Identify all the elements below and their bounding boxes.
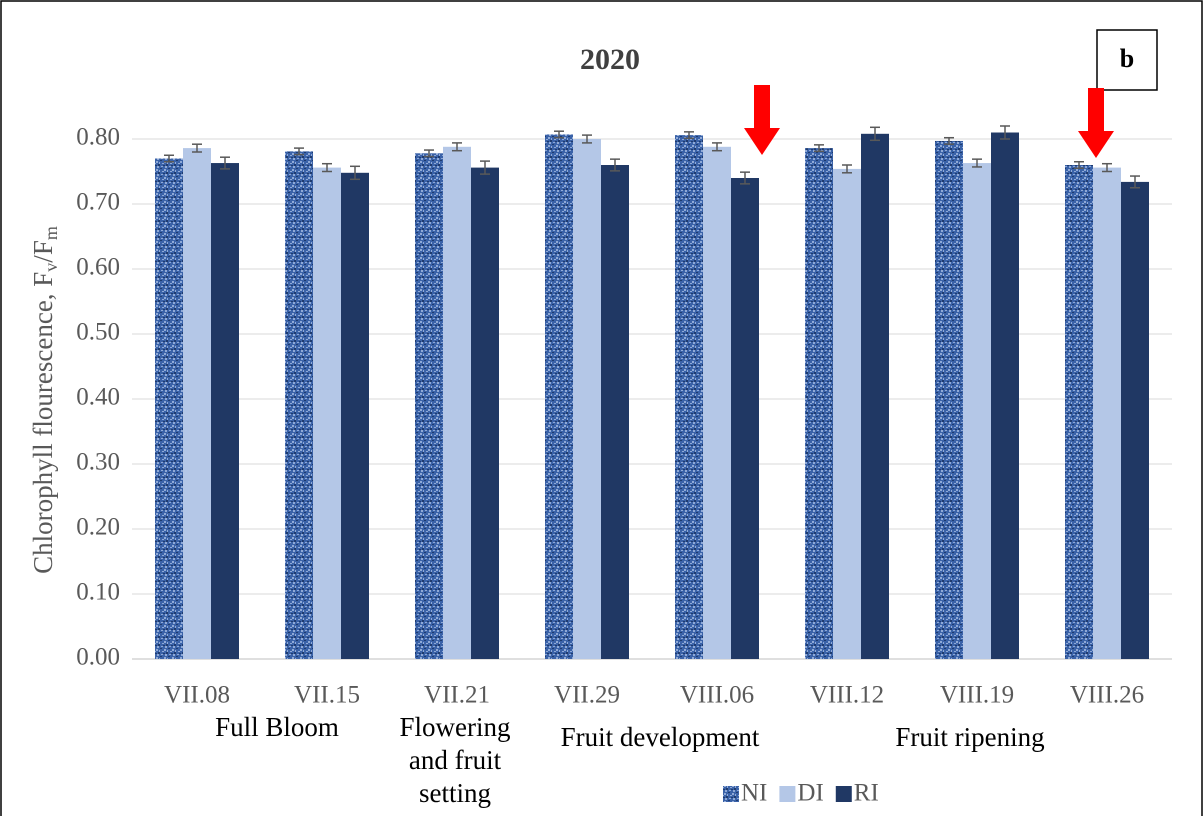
stage-annotation: Fruit ripening (895, 722, 1044, 752)
y-label-sub: v (41, 263, 61, 272)
bar (703, 146, 731, 660)
bar (313, 167, 341, 659)
bar (1093, 167, 1121, 659)
legend-label: DI (797, 780, 823, 807)
bar (573, 139, 601, 659)
stage-annotation: setting (419, 778, 491, 808)
legend-swatch (723, 786, 739, 802)
bar (601, 165, 629, 659)
error-bar (220, 156, 230, 170)
panel-label: b (1120, 44, 1134, 73)
error-bar (740, 171, 750, 185)
error-bar (712, 142, 722, 152)
x-tick-label: VII.29 (554, 682, 620, 709)
error-bar (972, 158, 982, 168)
y-tick-label: 0.20 (76, 514, 120, 541)
y-tick-label: 0.80 (76, 124, 120, 151)
stage-annotation: Flowering (400, 712, 511, 742)
bar (443, 146, 471, 660)
bar (211, 163, 239, 660)
error-bar (1074, 161, 1084, 169)
arrows (744, 85, 1114, 158)
bar (1065, 165, 1093, 659)
error-bar (164, 154, 174, 163)
x-tick-label: VIII.26 (1070, 682, 1144, 709)
bar (935, 140, 963, 659)
y-tick-label: 0.40 (76, 384, 120, 411)
stage-annotation: Full Bloom (215, 712, 339, 742)
arrow (1078, 88, 1114, 158)
bar (861, 133, 889, 660)
bar (991, 132, 1019, 659)
bar (1121, 181, 1149, 659)
error-bar (452, 142, 462, 152)
y-label-sub: m (41, 226, 61, 240)
error-bar (350, 165, 360, 181)
bar (963, 163, 991, 660)
stage-annotation: and fruit (409, 745, 502, 775)
y-tick-label: 0.30 (76, 449, 120, 476)
y-label-part: /F (28, 240, 58, 263)
bar (155, 158, 183, 659)
x-tick-label: VII.15 (294, 682, 360, 709)
bar (833, 168, 861, 659)
legend-swatch (835, 786, 852, 802)
y-axis-label: Chlorophyll flourescence, Fv/Fm (28, 226, 61, 574)
bar (341, 172, 369, 660)
error-bar (192, 143, 202, 153)
x-tick-label: VII.08 (164, 682, 230, 709)
y-tick-label: 0.60 (76, 254, 120, 281)
error-bar (424, 149, 434, 158)
bar (471, 167, 499, 659)
error-bar (610, 158, 620, 172)
error-bar (1000, 125, 1010, 140)
bar (415, 153, 443, 660)
arrow (744, 85, 780, 155)
error-bar (842, 164, 852, 174)
y-tick-label: 0.70 (76, 189, 120, 216)
error-bar (554, 130, 564, 139)
error-bar (1130, 175, 1140, 189)
bar (183, 148, 211, 659)
error-bar (1102, 162, 1112, 173)
error-bar (814, 144, 824, 153)
legend-swatch (779, 786, 796, 802)
error-bar (582, 134, 592, 144)
chart-title: 2020 (580, 43, 640, 76)
x-tick-label: VIII.19 (940, 682, 1014, 709)
y-tick-label: 0.00 (76, 644, 120, 671)
error-bar (294, 147, 304, 156)
y-label-part: Chlorophyll flourescence, F (28, 272, 58, 574)
x-tick-label: VIII.12 (810, 682, 884, 709)
bar (731, 178, 759, 659)
error-bar (870, 126, 880, 142)
x-tick-label: VIII.06 (680, 682, 754, 709)
error-bar (480, 160, 490, 175)
x-tick-label: VII.21 (424, 682, 490, 709)
y-tick-label: 0.10 (76, 579, 120, 606)
bar (545, 134, 573, 659)
error-bar (684, 131, 694, 140)
stage-annotation: Fruit development (561, 722, 760, 752)
y-tick-label: 0.50 (76, 319, 120, 346)
panel-box (1096, 29, 1158, 91)
bar (805, 148, 833, 659)
legend-label: RI (854, 780, 879, 807)
bar (675, 135, 703, 660)
legend-label: NI (741, 780, 767, 807)
bar (285, 151, 313, 659)
error-bar (944, 136, 954, 145)
error-bar (322, 162, 332, 173)
